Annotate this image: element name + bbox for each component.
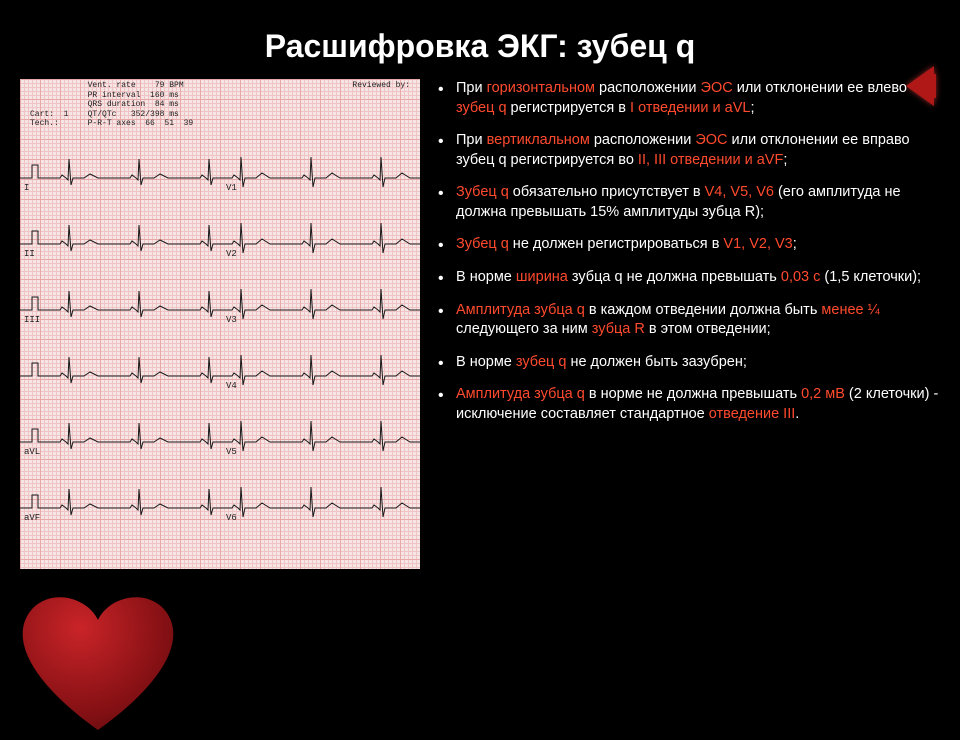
highlight-text: V1, V2, V3 bbox=[723, 236, 792, 252]
highlight-text: ЭОС bbox=[695, 132, 727, 148]
text-run: в этом отведении; bbox=[645, 321, 771, 337]
text-run: В норме bbox=[456, 354, 516, 370]
lead-label: V4 bbox=[226, 381, 237, 391]
highlight-text: вертиклальном bbox=[487, 132, 590, 148]
bullet-list: При горизонтальном расположении ЭОС или … bbox=[438, 79, 940, 569]
ecg-row: aVF V6 bbox=[20, 477, 420, 539]
lead-label: III bbox=[24, 315, 40, 325]
text-run: обязательно присутствует в bbox=[509, 184, 705, 200]
bullet-item: В норме зубец q не должен быть зазубрен; bbox=[438, 353, 940, 373]
text-run: в каждом отведении должна быть bbox=[585, 302, 822, 318]
highlight-text: ширина bbox=[516, 269, 568, 285]
text-run: расположении bbox=[590, 132, 696, 148]
heart-icon bbox=[8, 580, 188, 740]
ecg-row: aVL V5 bbox=[20, 411, 420, 473]
lead-label: V5 bbox=[226, 447, 237, 457]
lead-label: aVF bbox=[24, 513, 40, 523]
lead-label: V2 bbox=[226, 249, 237, 259]
highlight-text: ЭОС bbox=[701, 80, 733, 96]
highlight-text: 0,2 мВ bbox=[801, 386, 845, 402]
text-run: ; bbox=[783, 152, 787, 168]
text-run: или отклонении ее влево bbox=[733, 80, 907, 96]
highlight-text: I отведении и aVL bbox=[630, 100, 750, 116]
highlight-text: Зубец q bbox=[456, 184, 509, 200]
bullet-item: Амплитуда зубца q в каждом отведении дол… bbox=[438, 301, 940, 340]
ecg-header: Vent. rate 79 BPM PR interval 160 ms QRS… bbox=[30, 81, 410, 129]
highlight-text: менее ¼ bbox=[821, 302, 879, 318]
highlight-text: зубец q bbox=[516, 354, 567, 370]
bullet-item: Зубец q не должен регистрироваться в V1,… bbox=[438, 235, 940, 255]
text-run: не должен быть зазубрен; bbox=[566, 354, 746, 370]
text-run: При bbox=[456, 132, 487, 148]
bullet-item: Амплитуда зубца q в норме не должна прев… bbox=[438, 385, 940, 424]
highlight-text: II, III отведении и aVF bbox=[638, 152, 783, 168]
text-run: При bbox=[456, 80, 487, 96]
highlight-text: зубец q bbox=[456, 100, 507, 116]
ecg-row: II V2 bbox=[20, 213, 420, 275]
lead-label: V6 bbox=[226, 513, 237, 523]
text-run: ; bbox=[750, 100, 754, 116]
lead-label: V3 bbox=[226, 315, 237, 325]
text-run: регистрируется в bbox=[507, 100, 631, 116]
text-run: не должен регистрироваться в bbox=[509, 236, 724, 252]
highlight-text: Амплитуда зубца q bbox=[456, 302, 585, 318]
lead-label: II bbox=[24, 249, 35, 259]
lead-label: V1 bbox=[226, 183, 237, 193]
ecg-header-left: Vent. rate 79 BPM PR interval 160 ms QRS… bbox=[30, 81, 193, 129]
text-run: следующего за ним bbox=[456, 321, 592, 337]
lead-label: I bbox=[24, 183, 29, 193]
text-run: ; bbox=[793, 236, 797, 252]
text-run: В норме bbox=[456, 269, 516, 285]
highlight-text: горизонтальном bbox=[487, 80, 595, 96]
highlight-text: Зубец q bbox=[456, 236, 509, 252]
highlight-text: отведение III bbox=[709, 406, 795, 422]
slide-title: Расшифровка ЭКГ: зубец q bbox=[0, 0, 960, 79]
bullet-item: Зубец q обязательно присутствует в V4, V… bbox=[438, 183, 940, 222]
text-run: . bbox=[795, 406, 799, 422]
bullet-item: При вертиклальном расположении ЭОС или о… bbox=[438, 131, 940, 170]
text-run: (1,5 клеточки); bbox=[820, 269, 921, 285]
content-row: Vent. rate 79 BPM PR interval 160 ms QRS… bbox=[0, 79, 960, 569]
text-run: в норме не должна превышать bbox=[585, 386, 801, 402]
ecg-strip: Vent. rate 79 BPM PR interval 160 ms QRS… bbox=[20, 79, 420, 569]
highlight-text: Амплитуда зубца q bbox=[456, 386, 585, 402]
ecg-row: I V1 bbox=[20, 147, 420, 209]
bullet-item: При горизонтальном расположении ЭОС или … bbox=[438, 79, 940, 118]
text-run: зубца q не должна превышать bbox=[568, 269, 781, 285]
lead-label: aVL bbox=[24, 447, 40, 457]
text-run: расположении bbox=[595, 80, 701, 96]
highlight-text: зубца R bbox=[592, 321, 645, 337]
highlight-text: V4, V5, V6 bbox=[705, 184, 774, 200]
ecg-row: V4 bbox=[20, 345, 420, 407]
ecg-header-right: Reviewed by: bbox=[352, 81, 410, 129]
bullet-item: В норме ширина зубца q не должна превыша… bbox=[438, 268, 940, 288]
highlight-text: 0,03 с bbox=[781, 269, 821, 285]
ecg-row: III V3 bbox=[20, 279, 420, 341]
